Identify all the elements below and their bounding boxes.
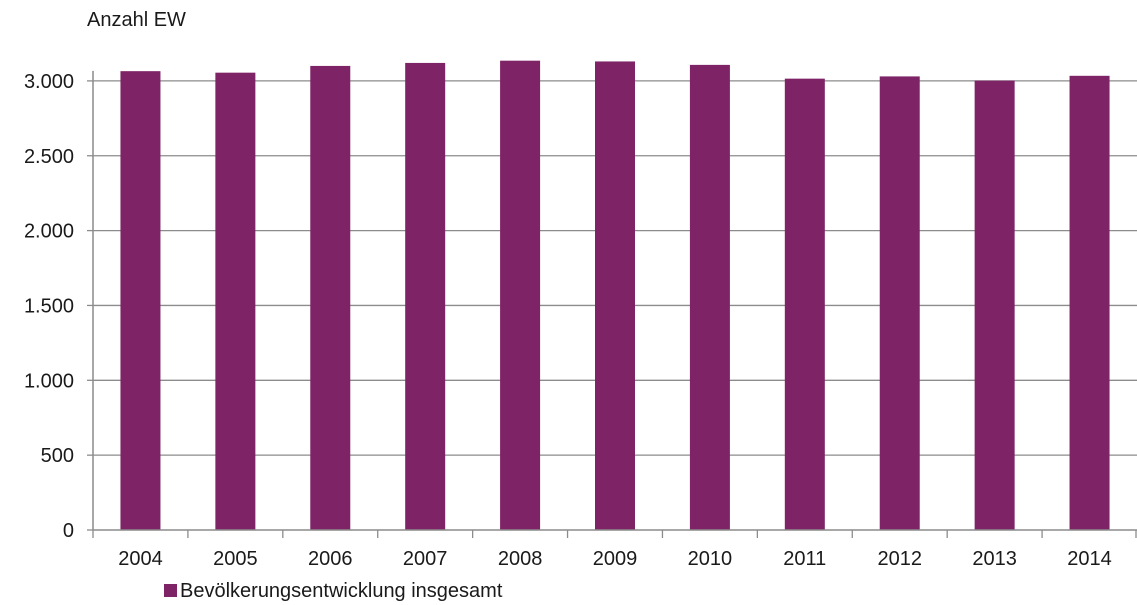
x-tick-label: 2008 (498, 548, 543, 570)
bar-2004 (120, 71, 161, 531)
legend: Bevölkerungsentwicklung insgesamt (164, 580, 503, 602)
x-tick-label: 2012 (877, 548, 922, 570)
bar-2009 (595, 61, 635, 531)
x-tick-label: 2013 (972, 548, 1017, 570)
y-tick-label: 500 (41, 445, 74, 467)
y-tick-label: 3.000 (24, 71, 74, 93)
legend-label: Bevölkerungsentwicklung insgesamt (180, 580, 503, 602)
y-tick-label: 1.000 (24, 370, 74, 392)
bars (120, 60, 1110, 531)
bar-2014 (1069, 75, 1110, 530)
x-tick-label: 2009 (593, 548, 638, 570)
x-tick-label: 2005 (213, 548, 258, 570)
x-tick-label: 2006 (308, 548, 353, 570)
legend-swatch (164, 584, 177, 597)
bar-2013 (974, 80, 1015, 531)
bar-2012 (879, 76, 920, 530)
x-tick-label: 2007 (403, 548, 448, 570)
bar-2010 (689, 64, 730, 530)
x-tick-label: 2010 (688, 548, 733, 570)
y-tick-label: 0 (63, 520, 74, 542)
bar-2008 (500, 60, 541, 531)
bar-2011 (784, 78, 825, 530)
bar-2005 (215, 72, 256, 530)
bar-2006 (310, 65, 351, 531)
bar-2007 (405, 62, 446, 530)
y-tick-label: 2.500 (24, 146, 74, 168)
y-tick-label: 1.500 (24, 295, 74, 317)
x-tick-label: 2011 (783, 548, 826, 570)
y-axis-ticks: 0 500 1.000 1.500 2.000 2.500 3.000 (24, 71, 93, 542)
x-tick-label: 2014 (1067, 548, 1112, 570)
x-tick-label: 2004 (118, 548, 163, 570)
x-axis-ticks: 2004 2005 2006 2007 2008 2009 2010 2011 2012 2013… (92, 530, 1137, 570)
y-axis-title: Anzahl EW (87, 9, 186, 31)
y-tick-label: 2.000 (24, 221, 74, 243)
